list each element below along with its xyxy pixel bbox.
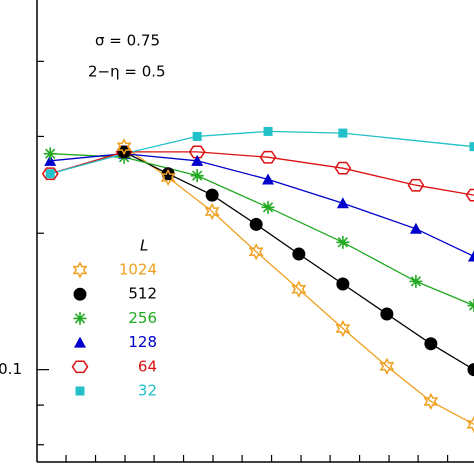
marker: [73, 287, 87, 301]
marker: [465, 188, 474, 202]
marker: [248, 243, 264, 261]
marker: [334, 161, 352, 175]
marker: [117, 145, 131, 159]
marker: [72, 261, 88, 279]
marker: [160, 168, 176, 187]
marker: [336, 235, 350, 249]
marker: [41, 167, 59, 181]
marker: [192, 131, 202, 141]
legend-label: 256: [128, 309, 157, 327]
marker: [292, 247, 306, 261]
marker: [188, 145, 206, 159]
marker: [73, 311, 87, 325]
marker: [336, 277, 350, 291]
marker: [467, 363, 474, 377]
marker: [74, 336, 86, 348]
legend-title: L: [140, 237, 148, 255]
marker: [469, 142, 474, 152]
marker: [191, 154, 204, 166]
marker: [409, 274, 423, 288]
marker: [71, 360, 89, 374]
marker: [75, 386, 85, 396]
marker: [466, 415, 474, 433]
marker: [249, 217, 263, 231]
marker: [43, 147, 57, 161]
annotation: 2−η = 0.5: [88, 63, 166, 81]
marker: [205, 188, 219, 202]
marker: [424, 337, 438, 351]
marker: [116, 138, 132, 156]
marker: [44, 154, 57, 166]
legend-label: 512: [128, 285, 157, 303]
series-line: [50, 130, 474, 175]
marker: [204, 202, 220, 221]
marker: [409, 222, 422, 234]
y-tick-label: 0.1: [0, 360, 22, 378]
marker: [407, 178, 425, 192]
marker: [190, 169, 204, 183]
legend-label: 64: [138, 357, 157, 375]
annotation: σ = 0.75: [95, 32, 160, 50]
series-line: [50, 153, 474, 307]
marker: [380, 307, 394, 321]
marker: [291, 280, 307, 298]
marker: [45, 169, 55, 179]
legend-label: 128: [128, 333, 157, 351]
marker: [338, 128, 348, 138]
marker: [379, 357, 395, 375]
marker: [423, 392, 439, 411]
marker: [262, 173, 275, 185]
marker: [261, 200, 275, 214]
marker: [335, 319, 351, 338]
marker: [263, 126, 273, 136]
marker: [336, 197, 349, 209]
marker: [468, 250, 474, 262]
legend-label: 1024: [119, 261, 157, 279]
marker: [259, 150, 277, 164]
marker: [467, 299, 474, 313]
series-line: [123, 146, 474, 425]
legend-label: 32: [138, 382, 157, 400]
